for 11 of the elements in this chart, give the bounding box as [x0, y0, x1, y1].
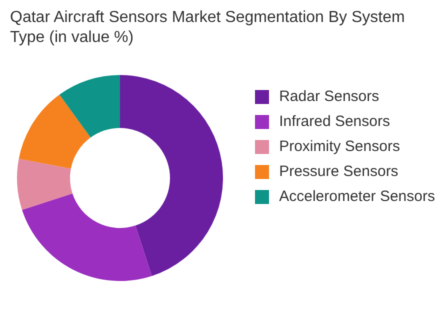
donut-slice — [59, 75, 120, 138]
legend-label: Radar Sensors — [279, 88, 380, 105]
legend-label: Pressure Sensors — [279, 163, 398, 180]
donut-slice — [17, 158, 72, 210]
legend-label: Proximity Sensors — [279, 138, 400, 155]
legend-label: Infrared Sensors — [279, 113, 390, 130]
donut-slice — [18, 94, 91, 169]
donut-slice — [22, 193, 152, 281]
donut-slice — [120, 75, 223, 276]
legend-label: Accelerometer Sensors — [279, 188, 435, 205]
chart-title: Qatar Aircraft Sensors Market Segmentation By System Type (in value %) — [9, 8, 406, 48]
